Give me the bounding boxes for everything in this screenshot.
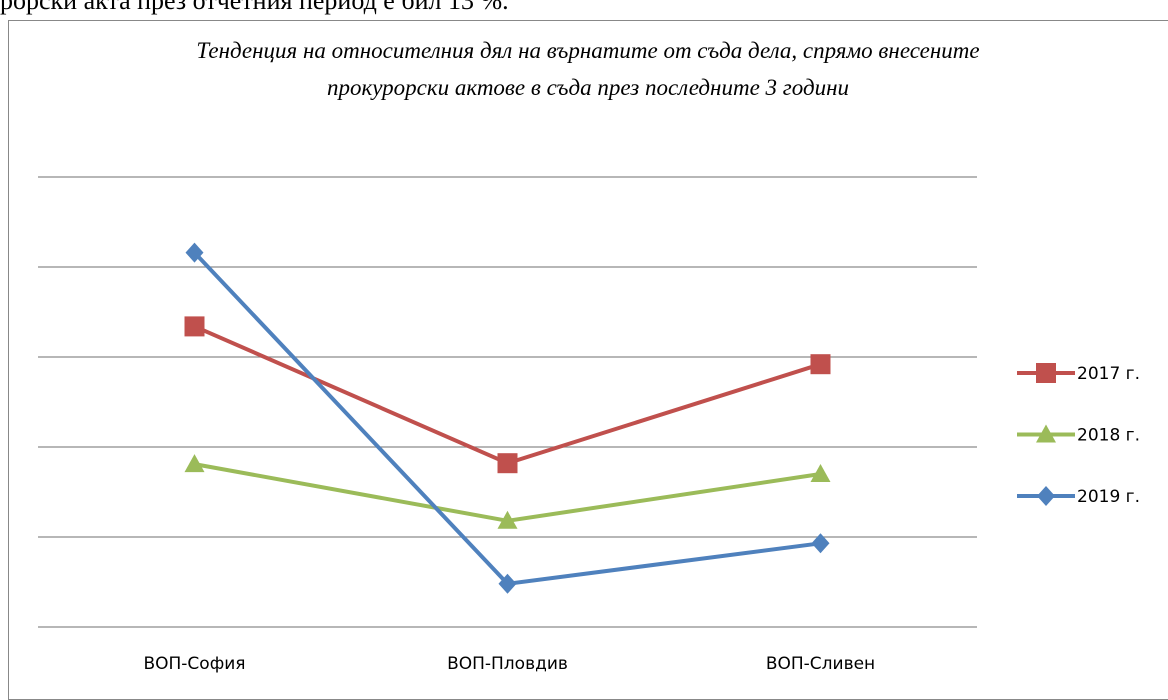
data-point	[810, 464, 831, 482]
legend-marker	[1037, 486, 1055, 506]
data-point	[184, 454, 205, 473]
data-point	[497, 453, 518, 474]
chart-title: Тенденция на относителния дял на върнати…	[196, 38, 980, 100]
data-point	[810, 354, 831, 375]
body-text: рорски акта през отчетния период е бил 1…	[0, 0, 509, 15]
data-point	[185, 242, 204, 263]
series-line	[193, 324, 822, 466]
legend-label: 2017 г.	[1077, 364, 1140, 384]
data-point	[497, 510, 518, 529]
data-point	[811, 533, 830, 554]
legend-label: 2019 г.	[1077, 487, 1140, 507]
x-tick-label: ВОП-Пловдив	[447, 654, 568, 674]
x-tick-label: ВОП-Сливен	[766, 654, 875, 674]
series-line	[193, 251, 821, 586]
x-tick-label: ВОП-София	[143, 654, 245, 674]
legend-label: 2018 г.	[1077, 426, 1140, 446]
legend-marker	[1036, 363, 1056, 383]
legend-marker	[1036, 424, 1056, 443]
data-point	[184, 316, 205, 337]
data-point	[498, 573, 517, 594]
